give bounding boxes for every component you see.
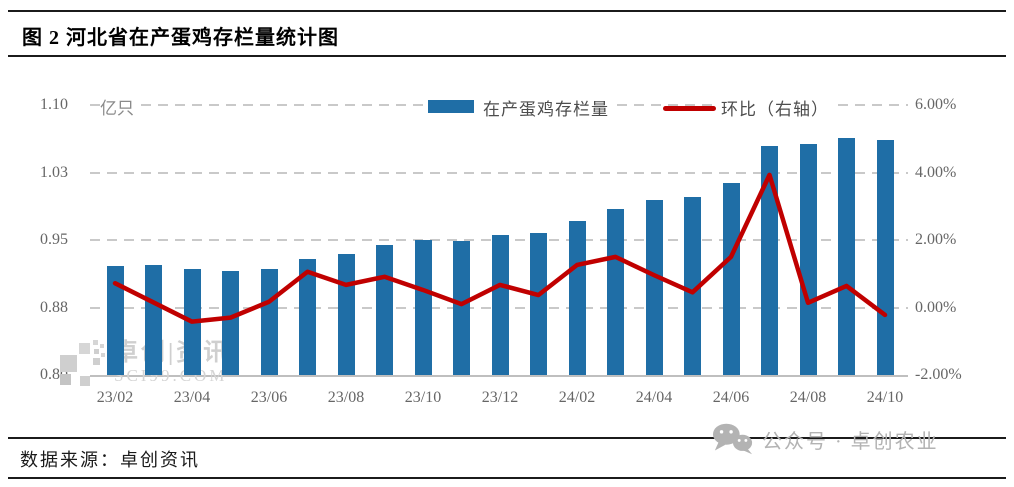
bar (260, 268, 278, 375)
bar (530, 232, 547, 375)
x-axis-line (90, 375, 908, 377)
right-axis-tick: 2.00% (915, 231, 957, 248)
gridline (90, 171, 908, 174)
bar (299, 258, 316, 375)
right-axis-tick: -2.00% (915, 366, 962, 383)
bar (838, 138, 855, 375)
left-axis-tick: 1.03 (40, 163, 68, 181)
title-rule (8, 55, 1006, 57)
x-axis-tick: 24/08 (789, 389, 827, 406)
left-axis-tick: 0.95 (40, 231, 68, 248)
right-axis-tick: 0.00% (915, 298, 957, 316)
bar (414, 240, 432, 375)
bar (684, 196, 701, 375)
x-axis-tick: 24/04 (635, 389, 673, 406)
x-axis-tick: 23/04 (173, 389, 211, 406)
data-source-note: 数据来源：卓创资讯 (20, 450, 200, 470)
right-axis-tick: 4.00% (915, 163, 957, 181)
x-axis-tick: 24/06 (712, 389, 750, 406)
sci99-watermark: 卓创|资讯 SCI99.COM (60, 340, 230, 390)
x-axis-tick: 24/10 (866, 389, 904, 406)
sci99-watermark-brand: 卓创|资讯 (114, 340, 231, 366)
bar (453, 240, 470, 375)
footer-top-rule (8, 437, 1006, 439)
wechat-watermark: 公众号 · 卓创农业 (712, 422, 939, 456)
bar (491, 234, 509, 375)
bar (222, 270, 239, 375)
left-axis-unit-label: 亿只 (100, 94, 140, 119)
bar (799, 143, 817, 375)
x-axis-tick: 23/12 (481, 389, 519, 406)
legend-line-label: 环比（右轴） (718, 95, 832, 120)
bar (145, 265, 162, 375)
wechat-watermark-label: 公众号 · 卓创农业 (762, 430, 939, 453)
x-axis-tick: 23/06 (250, 389, 288, 406)
bar (645, 200, 663, 375)
bar (607, 208, 624, 375)
right-axis-tick: 6.00% (915, 96, 957, 113)
x-axis-tick: 23/08 (327, 389, 365, 406)
sci99-logo-icon (60, 340, 105, 386)
bar (568, 221, 586, 375)
bar (106, 266, 124, 375)
left-axis-tick: 1.10 (40, 96, 68, 113)
bar (876, 140, 894, 375)
wechat-icon (712, 423, 753, 455)
top-rule (8, 10, 1006, 12)
bar (722, 183, 740, 375)
legend-bar-swatch (428, 100, 474, 113)
bar (761, 146, 778, 375)
mom-line-series (112, 172, 888, 324)
mom-line (112, 172, 888, 324)
legend-line-swatch (663, 106, 716, 111)
figure-title: 图 2 河北省在产蛋鸡存栏量统计图 (22, 27, 339, 49)
legend-bar-label: 在产蛋鸡存栏量 (480, 95, 612, 120)
x-axis-tick: 24/02 (558, 389, 596, 406)
x-axis-tick: 23/02 (96, 389, 134, 406)
left-axis-tick: 0.88 (40, 298, 68, 316)
bottom-rule (8, 477, 1006, 479)
x-axis-tick: 23/10 (404, 389, 442, 406)
